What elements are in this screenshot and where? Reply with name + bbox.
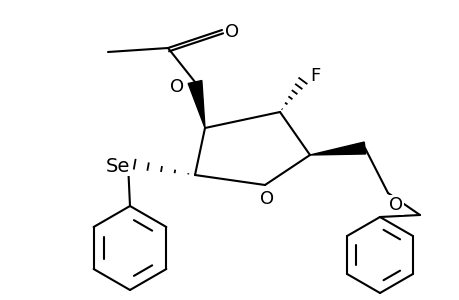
Text: O: O [259,190,274,208]
Text: F: F [309,67,319,85]
Text: O: O [169,78,184,96]
Text: O: O [224,23,239,41]
Text: Se: Se [106,157,130,175]
Polygon shape [188,80,205,128]
Polygon shape [309,142,365,155]
Text: O: O [388,196,402,214]
